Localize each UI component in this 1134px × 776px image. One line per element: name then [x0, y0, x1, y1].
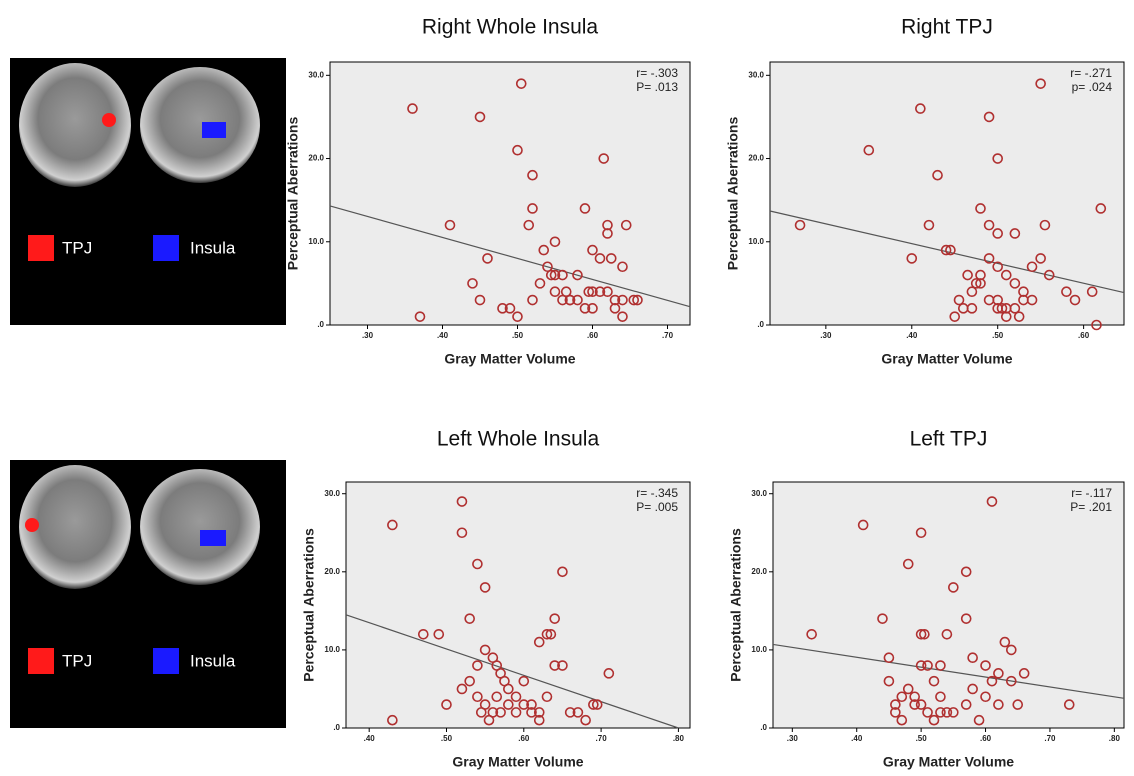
- brain-panel: TPJ Insula: [10, 460, 286, 728]
- legend-label: TPJ: [62, 651, 92, 670]
- x-tick-label: .40: [906, 331, 918, 340]
- x-tick-label: .50: [441, 734, 453, 743]
- plot-area: [346, 482, 690, 728]
- annotation: p= .024: [1072, 80, 1113, 94]
- y-tick-label: 20.0: [748, 154, 764, 163]
- x-tick-label: .40: [437, 331, 449, 340]
- annotation: r= -.303: [636, 66, 678, 80]
- y-tick-label: 10.0: [751, 645, 767, 654]
- legend-label: Insula: [190, 651, 236, 670]
- y-tick-label: 20.0: [308, 154, 324, 163]
- y-tick-label: .0: [757, 320, 764, 329]
- annotation: P= .201: [1070, 500, 1112, 514]
- x-tick-label: .50: [916, 734, 928, 743]
- x-tick-label: .70: [662, 331, 674, 340]
- chart: .30 .40 .50 .60 .0 10.0 20.0 30.0 Right TPJ Gray …: [725, 16, 1124, 367]
- y-tick-label: 30.0: [308, 70, 324, 79]
- annotation: P= .013: [636, 80, 678, 94]
- chart: .30 .40 .50 .60 .70 .0 10.0 20.0 30.0 Right Whole…: [285, 16, 690, 367]
- x-axis-label: Gray Matter Volume: [452, 754, 583, 770]
- x-axis-label: Gray Matter Volume: [881, 351, 1012, 367]
- plot-area: [770, 62, 1124, 325]
- y-axis-label: Perceptual Aberrations: [728, 528, 744, 682]
- x-tick-label: .60: [980, 734, 992, 743]
- chart-title: Right TPJ: [901, 16, 993, 39]
- legend-label: Insula: [190, 238, 236, 257]
- chart: .40 .50 .60 .70 .80 .0 10.0 20.0 30.0 Left Whole …: [301, 428, 690, 770]
- x-tick-label: .30: [787, 734, 799, 743]
- x-tick-label: .40: [364, 734, 376, 743]
- x-tick-label: .60: [587, 331, 599, 340]
- chart-title: Left TPJ: [910, 428, 988, 451]
- x-tick-label: .30: [362, 331, 374, 340]
- legend-label: TPJ: [62, 238, 92, 257]
- annotation: r= -.117: [1071, 486, 1112, 500]
- y-tick-label: .0: [333, 723, 340, 732]
- x-tick-label: .60: [1078, 331, 1090, 340]
- y-tick-label: 10.0: [748, 237, 764, 246]
- y-tick-label: 20.0: [324, 567, 340, 576]
- x-tick-label: .80: [1109, 734, 1121, 743]
- x-tick-label: .50: [992, 331, 1004, 340]
- y-tick-label: 10.0: [324, 645, 340, 654]
- y-axis-label: Perceptual Aberrations: [285, 117, 301, 271]
- y-tick-label: 30.0: [324, 489, 340, 498]
- y-tick-label: .0: [317, 320, 324, 329]
- plot-area: [773, 482, 1124, 728]
- annotation: r= -.271: [1070, 66, 1112, 80]
- y-tick-label: .0: [760, 723, 767, 732]
- x-tick-label: .70: [596, 734, 608, 743]
- annotation: P= .005: [636, 500, 678, 514]
- y-tick-label: 20.0: [751, 567, 767, 576]
- x-tick-label: .70: [1044, 734, 1056, 743]
- x-axis-label: Gray Matter Volume: [883, 754, 1014, 770]
- chart-title: Left Whole Insula: [437, 428, 600, 451]
- plot-area: [330, 62, 690, 325]
- y-tick-label: 30.0: [748, 70, 764, 79]
- x-tick-label: .30: [820, 331, 832, 340]
- x-tick-label: .40: [851, 734, 863, 743]
- x-axis-label: Gray Matter Volume: [444, 351, 575, 367]
- chart: .30 .40 .50 .60 .70 .80 .0 10.0 20.0 30.0 Left TPJ…: [728, 428, 1124, 770]
- y-axis-label: Perceptual Aberrations: [725, 117, 741, 271]
- brain-panel: TPJ Insula: [10, 58, 286, 325]
- y-tick-label: 30.0: [751, 489, 767, 498]
- figure: TPJ Insula TPJ Insula .30 .40 .50 .60 .70 .0 1…: [0, 0, 1134, 776]
- x-tick-label: .50: [512, 331, 524, 340]
- annotation: r= -.345: [636, 486, 678, 500]
- chart-title: Right Whole Insula: [422, 16, 599, 39]
- y-tick-label: 10.0: [308, 237, 324, 246]
- x-tick-label: .60: [518, 734, 530, 743]
- x-tick-label: .80: [673, 734, 685, 743]
- y-axis-label: Perceptual Aberrations: [301, 528, 317, 682]
